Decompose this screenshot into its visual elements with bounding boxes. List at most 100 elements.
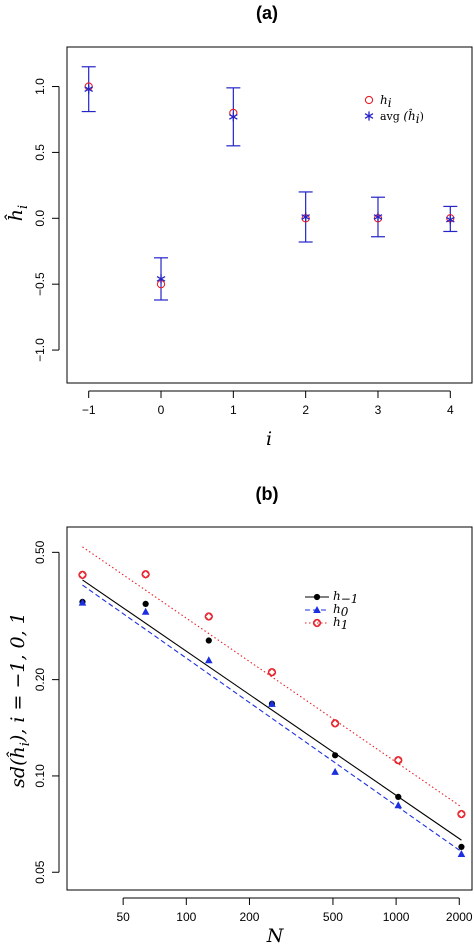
data-point-diamond	[78, 570, 87, 580]
chart-a-ylabel: ĥi	[4, 205, 31, 221]
legend-marker	[313, 606, 321, 613]
x-tick-label: 0	[158, 403, 165, 417]
data-point-diamond	[267, 667, 277, 677]
data-point-shape	[268, 699, 276, 707]
x-tick-label: 2	[302, 403, 309, 417]
y-tick-label: 0.5	[33, 144, 47, 161]
data-point-shape	[332, 752, 339, 759]
data-point	[78, 570, 87, 580]
data-point	[395, 793, 402, 800]
data-point-shape	[458, 843, 465, 851]
data-point-avg-stroke-2	[84, 86, 94, 93]
chart-b-xlabel: N	[266, 925, 285, 947]
data-point-diamond	[141, 569, 150, 579]
data-point-avg	[84, 84, 94, 94]
data-point-avg-stroke-2	[445, 216, 455, 223]
legend-label: h0	[333, 602, 349, 619]
data-point-avg	[373, 212, 383, 222]
data-point-diamond	[457, 809, 466, 819]
legend-marker	[313, 593, 321, 601]
legend-label: hi	[380, 93, 392, 110]
data-point-ring	[457, 809, 466, 819]
y-tick-label: 0.10	[33, 764, 47, 788]
data-point	[267, 667, 277, 677]
x-tick-label: −1	[82, 403, 96, 417]
data-point-shape	[395, 793, 402, 800]
legend-marker-shape	[364, 95, 374, 105]
chart-b: (b) 50 100 200 500 1000 20000.050.100.200.50 …	[6, 484, 473, 947]
legend-marker-shape	[313, 606, 321, 613]
data-point	[457, 850, 466, 858]
data-point	[331, 767, 339, 775]
chart-b-title: (b)	[256, 484, 279, 504]
data-point	[332, 752, 339, 759]
data-point	[204, 612, 214, 621]
data-point-diamond	[393, 755, 403, 765]
legend-marker	[364, 95, 374, 105]
data-point-shape	[205, 637, 212, 644]
data-point-avg-stroke-2	[373, 214, 383, 220]
x-tick-label: 4	[447, 403, 454, 417]
data-point-avg	[301, 212, 310, 222]
chart-b-plot-frame	[66, 526, 473, 891]
x-tick-label: 1000	[383, 910, 410, 924]
data-point-shape	[142, 600, 149, 607]
x-tick-label: 2000	[446, 910, 473, 924]
data-point-ring	[141, 570, 150, 579]
y-tick-label: 0.20	[33, 668, 47, 692]
chart-a-axes: −1 0 1 2 3 4 1.0 0.5 0.0 −0.5 −1.0	[33, 78, 454, 417]
data-point-avg	[156, 274, 166, 284]
data-point	[141, 607, 150, 615]
data-point-shape	[78, 598, 87, 606]
y-tick-label: 0.0	[33, 210, 47, 227]
legend-marker-stroke-2	[364, 113, 374, 119]
y-tick-label: 0.50	[33, 540, 47, 564]
data-point	[78, 598, 87, 606]
chart-a-title: (a)	[256, 3, 278, 23]
chart-b-ylabel: sd(ĥi), i = −1, 0, 1	[6, 612, 33, 788]
data-point-ring	[204, 612, 213, 621]
chart-b-data	[78, 546, 466, 858]
data-point	[457, 809, 466, 819]
data-point	[268, 699, 276, 707]
data-point-ring	[331, 719, 340, 728]
data-point	[393, 755, 403, 765]
data-point-shape	[141, 607, 150, 615]
x-tick-label: 1	[230, 403, 237, 417]
y-tick-label: −1.0	[33, 338, 47, 362]
data-point-shape	[457, 850, 466, 858]
legend-label: avg (ĥi)	[380, 108, 424, 126]
data-point	[330, 719, 340, 728]
legend-label: h−1	[333, 589, 358, 606]
chart-a-data	[81, 66, 458, 301]
data-point-ring	[394, 756, 403, 765]
y-tick-label: −0.5	[33, 272, 47, 296]
data-point-diamond	[204, 612, 214, 621]
chart-a-xlabel: i	[266, 428, 272, 450]
chart-b-axes: 50 100 200 500 1000 2000 0.05 0.10 0.20 0.50	[33, 540, 473, 924]
legend-marker-shape	[313, 593, 321, 601]
data-point	[394, 801, 403, 809]
x-tick-label: 50	[116, 910, 130, 924]
chart-a-plot-frame	[66, 46, 473, 384]
legend-marker-diamond	[312, 618, 322, 628]
x-tick-label: 200	[239, 910, 259, 924]
x-tick-label: 3	[375, 403, 382, 417]
fit-line	[82, 579, 462, 841]
data-point	[204, 656, 213, 664]
data-point	[141, 569, 150, 579]
y-tick-label: 0.05	[33, 860, 47, 884]
legend-marker	[312, 618, 322, 628]
y-tick-label: 1.0	[33, 78, 47, 95]
data-point-ring	[267, 668, 277, 677]
data-point-avg	[229, 112, 238, 122]
data-point-avg-stroke-2	[301, 214, 310, 220]
data-point-avg-stroke-2	[156, 276, 166, 282]
legend-marker	[364, 111, 374, 121]
data-point	[142, 600, 149, 607]
legend-label: h1	[333, 615, 348, 632]
chart-a: (a) −1 0 1 2 3 4 1.0 0.5 0.0 −0.5 −1.0 i ĥi hiavg …	[4, 3, 473, 450]
